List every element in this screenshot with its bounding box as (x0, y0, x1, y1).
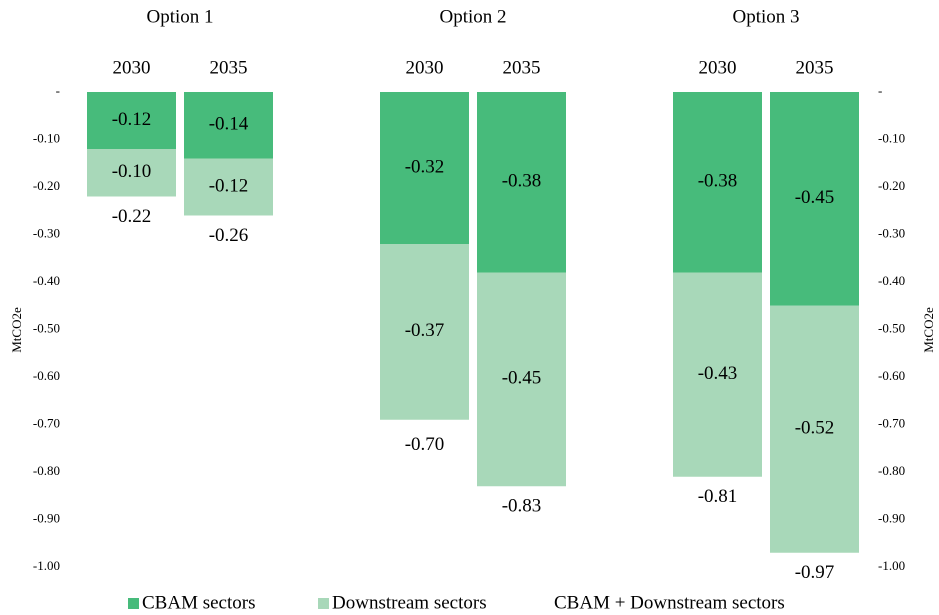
bar-segment (87, 92, 176, 149)
y-tick-label: -0.70 (33, 415, 60, 430)
x-tick-label: 2035 (796, 57, 834, 78)
y2-tick-label: -0.70 (878, 415, 905, 430)
group-label: Option 3 (732, 6, 799, 27)
y2-tick-label: -0.80 (878, 463, 905, 478)
y2-axis-label: MtCO2e (921, 307, 936, 353)
y-tick-label: -1.00 (33, 558, 60, 573)
data-label: -0.38 (698, 171, 738, 192)
data-label: -0.14 (209, 114, 249, 135)
y-axis-label: MtCO2e (9, 307, 24, 353)
y-tick-label: -0.80 (33, 463, 60, 478)
total-label: -0.83 (502, 496, 542, 517)
y2-tick-label: -0.30 (878, 225, 905, 240)
total-label: -0.22 (112, 206, 152, 227)
y2-tick-label: -0.10 (878, 130, 905, 145)
y-tick-label: -0.20 (33, 178, 60, 193)
x-tick-label: 2030 (699, 57, 737, 78)
y-tick-label: -0.90 (33, 510, 60, 525)
bar-segment (770, 305, 859, 553)
bar-segment (477, 92, 566, 273)
y-tick-label: -0.60 (33, 368, 60, 383)
group-label: Option 1 (146, 6, 213, 27)
data-label: -0.52 (795, 418, 835, 439)
y-tick-label: - (56, 83, 60, 98)
y2-tick-label: -0.50 (878, 320, 905, 335)
x-tick-label: 2030 (406, 57, 444, 78)
legend-label: CBAM + Downstream sectors (554, 592, 785, 613)
y2-tick-label: -1.00 (878, 558, 905, 573)
bar-segment (380, 92, 469, 244)
y-tick-label: -0.30 (33, 225, 60, 240)
data-label: -0.12 (112, 109, 152, 130)
bar-segment (673, 272, 762, 477)
bar-segment (87, 149, 176, 197)
data-label: -0.45 (795, 187, 835, 208)
legend-swatch (318, 598, 329, 609)
y2-tick-label: -0.40 (878, 273, 905, 288)
legend-label: CBAM sectors (142, 592, 255, 613)
data-label: -0.37 (405, 320, 445, 341)
bar-segment (770, 92, 859, 306)
data-label: -0.45 (502, 368, 542, 389)
data-label: -0.38 (502, 171, 542, 192)
bar-segment (673, 92, 762, 273)
legend-swatch (128, 598, 139, 609)
bar-segment (477, 272, 566, 487)
y2-tick-label: -0.60 (878, 368, 905, 383)
data-label: -0.10 (112, 161, 152, 182)
data-label: -0.12 (209, 175, 249, 196)
data-label: -0.32 (405, 156, 445, 177)
bar-segment (184, 92, 273, 159)
x-tick-label: 2035 (210, 57, 248, 78)
legend-label: Downstream sectors (332, 592, 487, 613)
bar-segment (380, 244, 469, 420)
group-label: Option 2 (439, 6, 506, 27)
total-label: -0.70 (405, 434, 445, 455)
bar-segment (184, 158, 273, 216)
y2-tick-label: -0.20 (878, 178, 905, 193)
total-label: -0.97 (795, 562, 835, 583)
data-label: -0.43 (698, 363, 738, 384)
y2-tick-label: -0.90 (878, 510, 905, 525)
y-tick-label: -0.50 (33, 320, 60, 335)
total-label: -0.81 (698, 486, 738, 507)
x-tick-label: 2030 (113, 57, 151, 78)
y-tick-label: -0.40 (33, 273, 60, 288)
y-tick-label: -0.10 (33, 130, 60, 145)
x-tick-label: 2035 (503, 57, 541, 78)
total-label: -0.26 (209, 225, 249, 246)
y2-tick-label: - (878, 83, 882, 98)
